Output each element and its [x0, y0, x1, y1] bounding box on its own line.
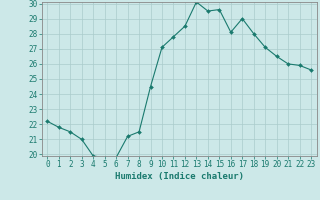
X-axis label: Humidex (Indice chaleur): Humidex (Indice chaleur)	[115, 172, 244, 181]
